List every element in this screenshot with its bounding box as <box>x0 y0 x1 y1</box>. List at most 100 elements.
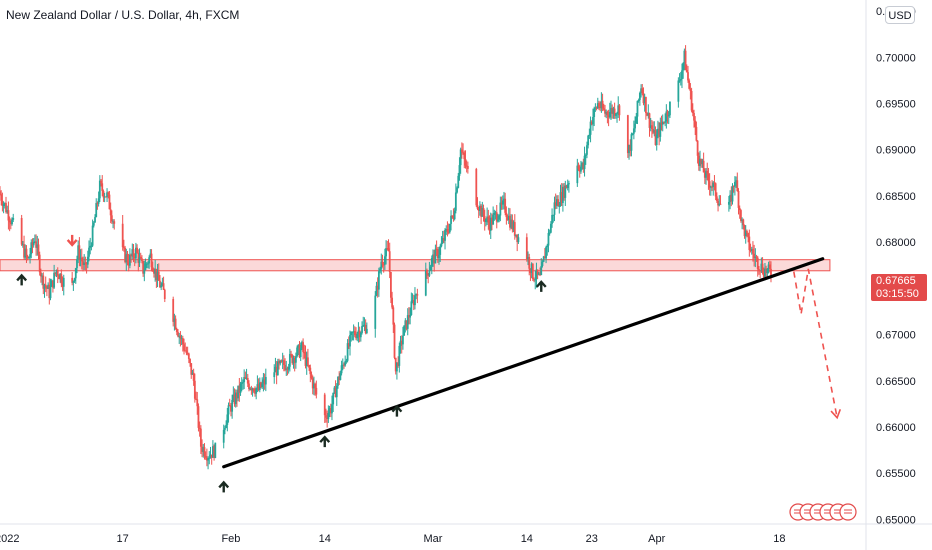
candle <box>477 206 480 219</box>
candle-body <box>601 100 604 109</box>
candle <box>103 192 106 203</box>
candle <box>663 121 665 125</box>
candle-body <box>696 140 699 156</box>
candle <box>325 408 327 423</box>
candle <box>631 132 634 136</box>
candle <box>755 254 758 262</box>
candle-body <box>403 325 406 336</box>
candle-body <box>347 343 350 347</box>
candle <box>466 161 469 174</box>
candle <box>586 141 588 159</box>
candle-body <box>717 200 719 206</box>
candle-body <box>458 165 461 176</box>
candle <box>635 112 638 124</box>
candle-body <box>71 277 74 283</box>
candle <box>29 247 31 264</box>
candle <box>410 292 413 316</box>
candle <box>753 244 756 267</box>
candle <box>669 101 671 119</box>
candle <box>718 195 721 207</box>
candle-body <box>250 388 253 391</box>
candle-body <box>557 199 559 207</box>
candle <box>702 152 705 173</box>
candle-body <box>636 100 639 117</box>
candle-body <box>599 106 602 109</box>
candle-body <box>640 88 642 93</box>
candle <box>279 359 282 366</box>
candle <box>343 362 345 369</box>
candle <box>211 440 214 458</box>
candle <box>504 192 507 216</box>
bar-countdown: 03:15:50 <box>876 288 919 300</box>
candle-body <box>548 232 551 234</box>
candle <box>405 320 408 331</box>
candle <box>499 196 502 222</box>
candle <box>56 267 59 284</box>
candle <box>227 402 230 423</box>
candle-body <box>529 268 532 273</box>
candle <box>35 234 37 256</box>
candle-body <box>588 134 591 136</box>
candle <box>334 380 337 398</box>
candle-body <box>201 446 203 452</box>
candle <box>189 358 191 367</box>
candle <box>113 219 116 230</box>
candle-body <box>683 50 686 64</box>
candle-body <box>73 278 76 282</box>
up-arrow-head <box>16 273 28 282</box>
currency-button[interactable]: USD <box>885 6 915 24</box>
candle-body <box>139 256 142 259</box>
candle <box>26 254 29 261</box>
candle <box>203 443 206 460</box>
candle-body <box>578 169 581 172</box>
candle-body <box>278 361 280 364</box>
candle <box>12 213 15 222</box>
candle-body <box>446 228 449 232</box>
candle-body <box>95 202 98 218</box>
candle-body <box>329 408 332 414</box>
candle <box>230 403 232 417</box>
candle-body <box>254 391 256 394</box>
candle <box>557 195 559 207</box>
candle-body <box>302 342 304 353</box>
candle <box>285 360 288 376</box>
candle-body <box>691 110 694 114</box>
candle-body <box>428 270 431 276</box>
candle-body <box>479 205 481 211</box>
candle-body <box>600 100 603 109</box>
candle <box>758 265 760 275</box>
candle <box>660 115 663 131</box>
candle <box>630 132 633 157</box>
candle <box>593 106 596 127</box>
candle-body <box>236 392 238 399</box>
candle-body <box>648 113 651 128</box>
candle-body <box>729 194 731 202</box>
candle-body <box>385 248 387 257</box>
candle <box>314 382 317 396</box>
candle-body <box>151 267 154 272</box>
candle <box>729 190 731 210</box>
candle <box>568 180 570 193</box>
candle-body <box>433 254 436 264</box>
candle <box>332 392 335 413</box>
candle-body <box>375 285 378 296</box>
candle <box>688 78 691 90</box>
candle <box>178 332 181 344</box>
candle-body <box>237 385 240 399</box>
candle-body <box>748 236 751 250</box>
support-trendline <box>222 257 825 469</box>
candle <box>476 197 479 210</box>
candle <box>590 120 593 126</box>
candle <box>605 109 608 119</box>
candle-body <box>440 242 443 247</box>
candle-body <box>660 122 663 125</box>
candle-body <box>682 63 685 71</box>
candle-body <box>44 284 47 287</box>
candle <box>661 114 664 132</box>
candle <box>284 358 286 372</box>
candle-body <box>334 387 337 398</box>
candle-body <box>338 376 341 381</box>
candle <box>131 243 134 260</box>
candle <box>156 263 159 288</box>
